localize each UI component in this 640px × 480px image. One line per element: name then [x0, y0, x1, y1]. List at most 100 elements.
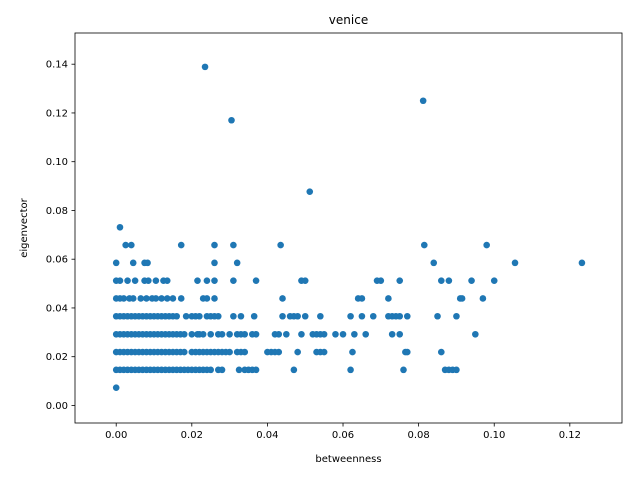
data-point: [230, 277, 237, 284]
data-point: [129, 295, 137, 302]
data-point: [339, 330, 347, 338]
data-point: [250, 312, 258, 320]
data-point: [358, 312, 366, 320]
data-point: [241, 330, 249, 338]
data-point: [358, 295, 366, 302]
data-point: [201, 63, 209, 71]
chart-title: venice: [329, 13, 368, 27]
data-point: [188, 330, 196, 338]
y-tick-label: 0.10: [46, 157, 68, 168]
data-point: [143, 295, 150, 302]
data-point: [218, 330, 226, 338]
data-point: [458, 295, 466, 302]
data-point: [180, 330, 188, 338]
data-point: [490, 277, 498, 284]
data-point: [194, 277, 201, 284]
axes-frame: [74, 32, 623, 424]
data-point: [396, 312, 404, 320]
data-point: [116, 223, 124, 231]
data-point: [122, 241, 129, 249]
data-point: [438, 277, 445, 284]
data-point: [396, 277, 404, 284]
data-point: [472, 330, 479, 338]
data-point: [306, 188, 314, 195]
y-axis-title: eigenvector: [19, 197, 30, 257]
data-point: [453, 366, 460, 374]
data-point: [120, 295, 128, 302]
y-tick-label: 0.06: [46, 255, 68, 266]
data-point: [483, 241, 490, 249]
data-point: [511, 259, 519, 267]
data-point: [347, 312, 354, 320]
data-point: [152, 295, 160, 302]
data-point: [196, 312, 203, 320]
data-point: [301, 277, 309, 284]
data-point: [434, 312, 441, 320]
data-point: [275, 330, 283, 338]
data-point: [332, 330, 339, 338]
x-tick-label: 0.06: [332, 430, 354, 441]
y-tick-label: 0.12: [46, 108, 68, 119]
data-point: [180, 348, 188, 356]
data-point: [233, 259, 241, 267]
x-axis-title: betweenness: [315, 454, 381, 465]
data-point: [116, 277, 124, 284]
data-point: [207, 330, 215, 338]
data-point: [218, 366, 226, 374]
data-point: [377, 277, 385, 284]
data-point: [226, 348, 233, 356]
data-point: [468, 277, 475, 284]
data-point: [294, 312, 301, 320]
data-point: [112, 384, 120, 391]
data-point: [169, 295, 177, 302]
data-point: [298, 330, 305, 338]
data-point: [445, 277, 453, 284]
data-point: [252, 366, 260, 374]
data-point: [145, 277, 152, 284]
data-point: [320, 348, 328, 356]
x-tick-label: 0.12: [559, 430, 581, 441]
data-point: [479, 295, 487, 302]
data-point: [369, 312, 377, 320]
data-point: [228, 116, 235, 124]
data-point: [317, 312, 324, 320]
data-point: [430, 259, 438, 267]
x-tick-label: 0.04: [256, 430, 278, 441]
data-point: [453, 312, 460, 320]
x-tick-label: 0.00: [105, 430, 127, 441]
data-point: [214, 312, 222, 320]
x-axis-ticks: 0.00 0.02 0.04 0.06 0.08 0.10 0.12: [105, 423, 581, 441]
data-point: [235, 366, 243, 374]
data-point: [396, 330, 404, 338]
data-point: [203, 295, 211, 302]
data-point: [211, 241, 218, 249]
data-point: [347, 366, 354, 374]
data-point: [177, 295, 185, 302]
data-point: [578, 259, 586, 267]
data-point: [277, 241, 284, 249]
y-tick-label: 0.02: [46, 352, 68, 363]
data-point: [279, 312, 286, 320]
data-point: [403, 312, 411, 320]
data-point: [177, 241, 185, 249]
data-point: [419, 97, 427, 105]
data-point: [182, 312, 190, 320]
data-point: [124, 277, 131, 284]
x-tick-label: 0.10: [483, 430, 505, 441]
y-tick-label: 0.14: [46, 60, 68, 71]
data-point: [211, 295, 218, 302]
data-point: [283, 330, 290, 338]
data-point: [128, 241, 135, 249]
data-point: [320, 330, 328, 338]
data-point: [237, 312, 245, 320]
data-point: [211, 277, 218, 284]
data-point: [362, 330, 370, 338]
x-tick-label: 0.08: [407, 430, 429, 441]
data-point: [301, 312, 309, 320]
data-point: [279, 295, 286, 302]
x-tick-label: 0.02: [181, 430, 203, 441]
data-point: [199, 330, 207, 338]
data-point: [241, 348, 249, 356]
data-point: [400, 366, 407, 374]
y-tick-label: 0.08: [46, 206, 68, 217]
